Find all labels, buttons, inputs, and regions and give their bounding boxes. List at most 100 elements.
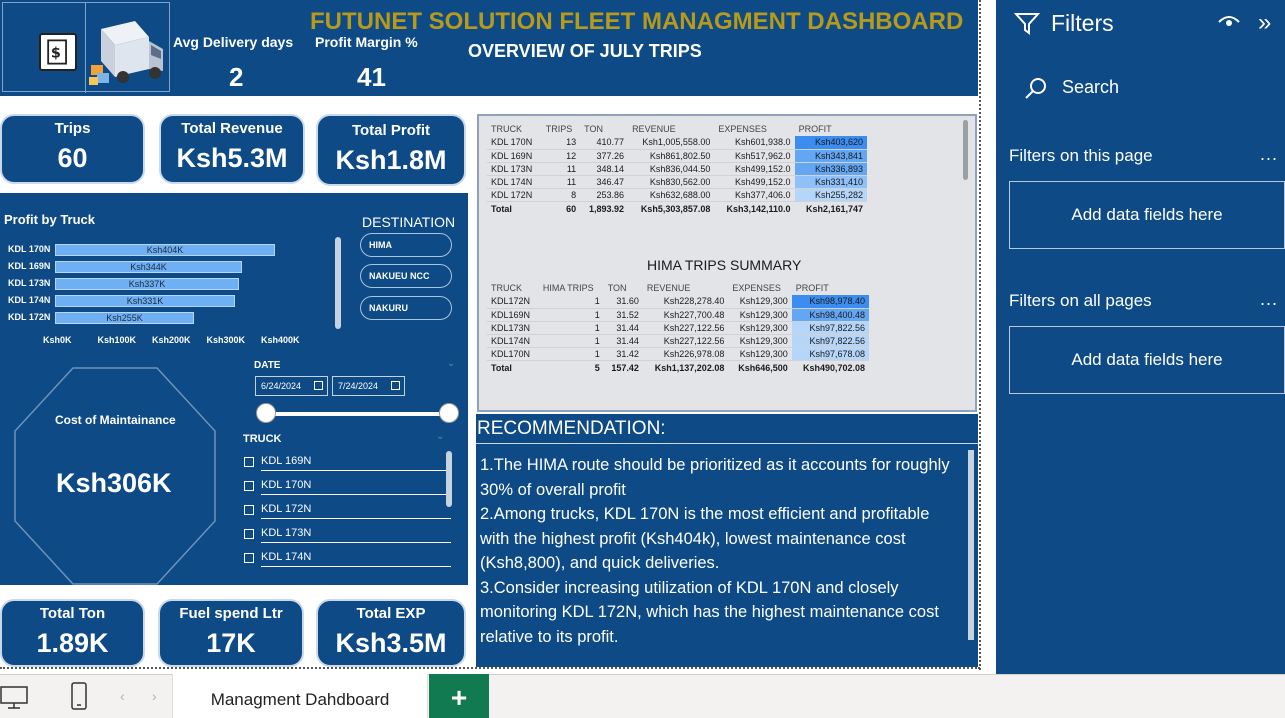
table-cell: Ksh601,938.0 xyxy=(714,136,795,150)
table-scrollbar[interactable] xyxy=(963,120,968,180)
destination-scrollbar[interactable] xyxy=(335,237,341,329)
recommendation-text: 1.The HIMA route should be prioritized a… xyxy=(480,453,958,649)
bar[interactable]: Ksh344K xyxy=(55,261,242,273)
table-cell: Ksh336,893 xyxy=(794,162,867,176)
truck-filter-item[interactable]: KDL 173N xyxy=(244,525,454,547)
add-all-pages-filter-dropzone[interactable]: Add data fields here xyxy=(1009,326,1285,394)
card-value: Ksh5.3M xyxy=(176,143,288,173)
truck-filter-item[interactable]: KDL 172N xyxy=(244,501,454,523)
table-cell: 12 xyxy=(541,149,581,163)
table-cell: Ksh98,400.48 xyxy=(791,308,869,322)
next-page-icon[interactable]: › xyxy=(152,688,157,704)
truck-filter-label: KDL 169N xyxy=(261,455,312,467)
tables-panel: TRUCK TRIPS TON REVENUE EXPENSES PROFIT KDL 1… xyxy=(477,114,977,412)
eye-icon[interactable] xyxy=(1218,15,1240,29)
page-title: FUTUNET SOLUTION FLEET MANAGMENT DASHBOA… xyxy=(310,8,964,35)
table-row[interactable]: KDL173N 1 31.44 Ksh227,122.56 Ksh129,300 Ksh9… xyxy=(487,321,869,335)
table-row[interactable]: KDL 170N 13 410.77 Ksh1,005,558.00 Ksh601,93… xyxy=(487,136,867,150)
column-header[interactable]: REVENUE xyxy=(646,283,691,293)
desktop-view-icon[interactable] xyxy=(0,685,30,711)
recommendation-scrollbar[interactable] xyxy=(968,450,974,640)
bar[interactable]: Ksh255K xyxy=(55,312,194,324)
table-total-row: Total 60 1,893.92 Ksh5,303,857.08 Ksh3,142,1… xyxy=(487,200,867,217)
start-date-input[interactable]: 6/24/2024 xyxy=(255,376,328,396)
card-value: 17K xyxy=(206,628,256,658)
bar-category-label: KDL 173N xyxy=(8,278,51,288)
table-cell: Ksh129,300 xyxy=(728,321,792,335)
prev-page-icon[interactable]: ‹ xyxy=(120,688,125,704)
calendar-icon[interactable] xyxy=(314,381,323,390)
table-row[interactable]: KDL172N 1 31.60 Ksh228,278.40 Ksh129,300 Ksh9… xyxy=(487,295,869,309)
bar[interactable]: Ksh331K xyxy=(55,295,235,307)
date-slider-track[interactable] xyxy=(265,412,449,416)
column-header[interactable]: TRUCK xyxy=(491,283,522,293)
table-row[interactable]: KDL 174N 11 346.47 Ksh830,562.00 Ksh499,152.… xyxy=(487,175,867,189)
bar[interactable]: Ksh337K xyxy=(55,278,239,290)
destination-option-nakueu-ncc[interactable]: NAKUEU NCC xyxy=(360,264,452,288)
column-header[interactable]: EXPENSES xyxy=(732,283,781,293)
fuel-spend-card[interactable]: Fuel spend Ltr 17K xyxy=(158,599,304,667)
middle-panel: Profit by Truck KDL 170N Ksh404K KDL 169N K… xyxy=(0,193,468,585)
chevron-down-icon[interactable]: ⌄ xyxy=(447,358,456,369)
destination-title: DESTINATION xyxy=(362,214,456,230)
date-slider-end-handle[interactable] xyxy=(439,403,459,423)
checkbox[interactable] xyxy=(244,553,254,563)
table-row[interactable]: KDL169N 1 31.52 Ksh227,700.48 Ksh129,300 Ksh9… xyxy=(487,308,869,322)
table-cell: Ksh377,406.0 xyxy=(714,188,795,202)
canvas-border xyxy=(0,667,980,669)
add-page-filter-dropzone[interactable]: Add data fields here xyxy=(1009,181,1285,249)
end-date-input[interactable]: 7/24/2024 xyxy=(332,376,405,396)
truck-filter-item[interactable]: KDL 169N xyxy=(244,453,454,475)
tab-managment-dashboard[interactable]: Managment Dahdboard xyxy=(172,674,428,718)
column-header[interactable]: TRIPS xyxy=(545,124,573,134)
column-header[interactable]: TON xyxy=(584,124,603,134)
truck-filter-item[interactable]: KDL 174N xyxy=(244,549,454,571)
table-row[interactable]: KDL170N 1 31.42 Ksh226,978.08 Ksh129,300 Ksh9… xyxy=(487,347,869,361)
search-icon[interactable] xyxy=(1024,76,1048,100)
table-row[interactable]: KDL 173N 11 348.14 Ksh836,044.50 Ksh499,152.… xyxy=(487,162,867,176)
chevron-down-icon[interactable]: ⌄ xyxy=(436,431,445,442)
table-cell: 346.47 xyxy=(580,175,629,189)
total-exp-card[interactable]: Total EXP Ksh3.5M xyxy=(316,599,466,667)
filters-search[interactable]: Search xyxy=(1062,77,1120,97)
truck-list-scrollbar[interactable] xyxy=(446,451,452,507)
table-cell: Ksh331,410 xyxy=(794,175,867,189)
column-header[interactable]: TON xyxy=(607,283,627,293)
truck-filter-item[interactable]: KDL 170N xyxy=(244,477,454,499)
table-row[interactable]: KDL 172N 8 253.86 Ksh632,688.00 Ksh377,406.0… xyxy=(487,188,867,202)
canvas-border xyxy=(979,0,981,670)
checkbox[interactable] xyxy=(244,529,254,539)
total-revenue-card[interactable]: Total Revenue Ksh5.3M xyxy=(159,114,305,184)
mobile-view-icon[interactable] xyxy=(70,681,88,711)
bar-data-label: Ksh404K xyxy=(146,245,184,255)
total-profit-card[interactable]: Total Profit Ksh1.8M xyxy=(316,114,466,186)
add-page-button[interactable]: + xyxy=(429,674,489,718)
column-header[interactable]: HIMA TRIPS xyxy=(542,283,594,293)
table-row[interactable]: KDL 169N 12 377.26 Ksh861,802.50 Ksh517,962.… xyxy=(487,149,867,163)
column-header[interactable]: REVENUE xyxy=(632,124,676,134)
more-options-icon[interactable]: ... xyxy=(1260,289,1279,309)
collapse-pane-icon[interactable]: » xyxy=(1258,9,1272,36)
checkbox[interactable] xyxy=(244,457,254,467)
column-header[interactable]: TRUCK xyxy=(491,124,522,134)
column-header[interactable]: PROFIT xyxy=(795,283,829,293)
trips-card[interactable]: Trips 60 xyxy=(0,114,145,184)
column-header[interactable]: PROFIT xyxy=(798,124,832,134)
table-total-cell: Ksh646,500 xyxy=(728,359,792,376)
destination-option-hima[interactable]: HIMA xyxy=(360,233,452,257)
maintenance-value: Ksh306K xyxy=(56,468,172,498)
avg-delivery-value: 2 xyxy=(229,62,244,92)
bar[interactable]: Ksh404K xyxy=(55,244,275,256)
checkbox[interactable] xyxy=(244,481,254,491)
more-options-icon[interactable]: ... xyxy=(1260,144,1279,164)
checkbox[interactable] xyxy=(244,505,254,515)
column-header[interactable]: EXPENSES xyxy=(718,124,767,134)
table-total-cell: Total xyxy=(487,359,539,376)
total-ton-card[interactable]: Total Ton 1.89K xyxy=(0,599,145,667)
avg-delivery-label: Avg Delivery days xyxy=(173,34,294,50)
date-slider-start-handle[interactable] xyxy=(256,403,276,423)
calendar-icon[interactable] xyxy=(391,381,400,390)
table-row[interactable]: KDL174N 1 31.44 Ksh227,122.56 Ksh129,300 Ksh9… xyxy=(487,334,869,348)
destination-option-nakuru[interactable]: NAKURU xyxy=(360,296,452,320)
